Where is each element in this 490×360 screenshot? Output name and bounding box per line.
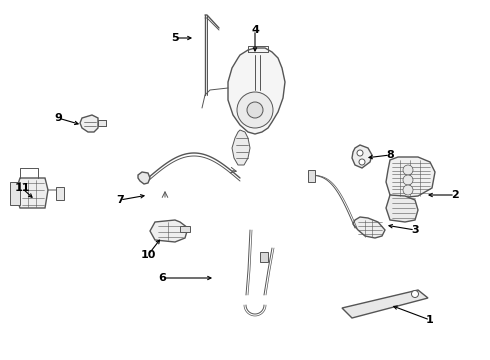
Polygon shape (150, 220, 188, 242)
Circle shape (359, 159, 365, 165)
Polygon shape (352, 145, 372, 168)
Circle shape (357, 150, 363, 156)
Circle shape (412, 291, 418, 297)
Polygon shape (180, 226, 190, 232)
Polygon shape (386, 157, 435, 198)
Text: 2: 2 (451, 190, 459, 200)
Polygon shape (232, 130, 250, 165)
Text: 10: 10 (140, 250, 156, 260)
Circle shape (403, 165, 413, 175)
Text: 9: 9 (54, 113, 62, 123)
Circle shape (403, 175, 413, 185)
Text: 3: 3 (411, 225, 419, 235)
Text: 8: 8 (386, 150, 394, 160)
Polygon shape (138, 172, 150, 184)
Polygon shape (260, 252, 268, 262)
Polygon shape (80, 115, 98, 132)
Polygon shape (98, 120, 106, 126)
Circle shape (403, 185, 413, 195)
Text: 5: 5 (171, 33, 179, 43)
Circle shape (247, 102, 263, 118)
Polygon shape (15, 178, 48, 208)
Text: 4: 4 (251, 25, 259, 35)
Text: 6: 6 (158, 273, 166, 283)
Text: 1: 1 (426, 315, 434, 325)
Polygon shape (353, 217, 385, 238)
Polygon shape (56, 187, 64, 200)
Circle shape (237, 92, 273, 128)
Text: 7: 7 (116, 195, 124, 205)
Polygon shape (386, 195, 418, 222)
Polygon shape (308, 170, 315, 182)
Text: 11: 11 (14, 183, 30, 193)
Polygon shape (10, 182, 20, 205)
Polygon shape (342, 290, 428, 318)
Polygon shape (228, 48, 285, 134)
